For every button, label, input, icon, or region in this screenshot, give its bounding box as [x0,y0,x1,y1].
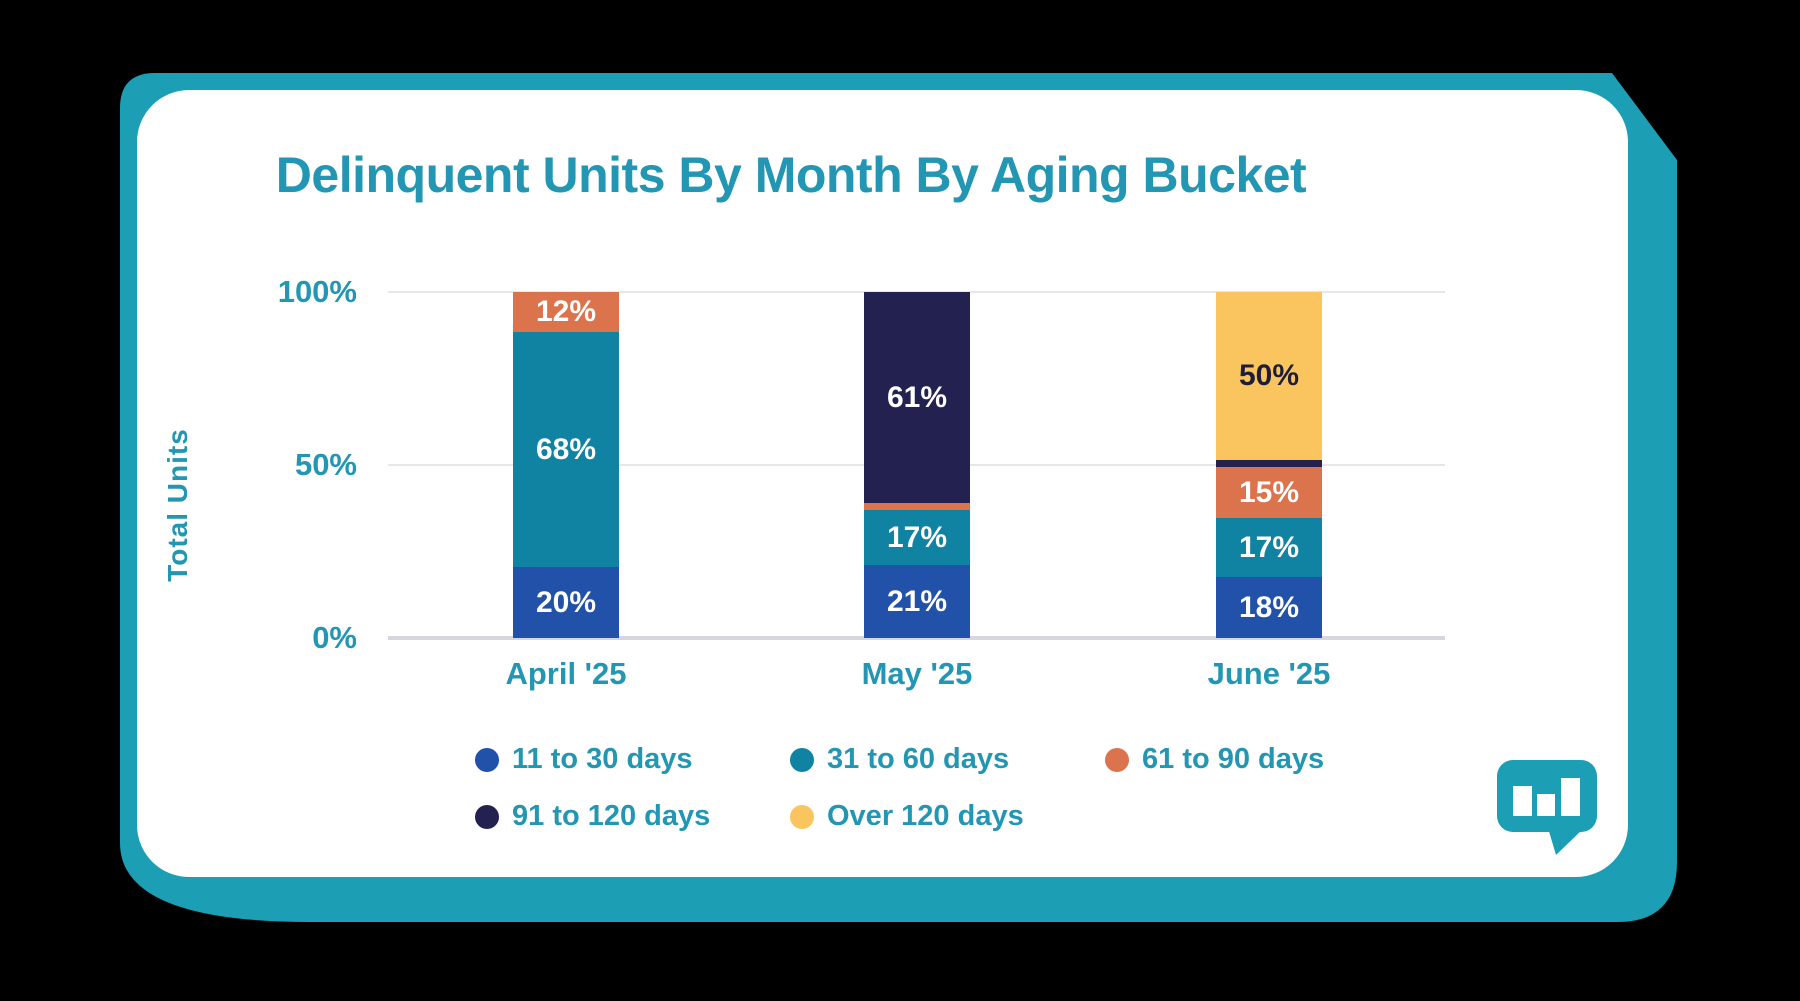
bar-segment-over-120-days: 50% [1216,292,1322,461]
legend-dot-over-120-icon [790,804,814,829]
bar-segment-value-label: 17% [1238,530,1300,564]
y-axis-title: Total Units [162,428,193,582]
bar-segment-11-to-30-days: 21% [864,565,970,638]
legend-item-61-90: 61 to 90 days [1105,743,1420,776]
bar-segment-11-to-30-days: 18% [1216,577,1322,638]
bar-may-25: 21% 17% 61% [864,292,970,638]
bar-segment-61-to-90-days: 15% [1216,467,1322,518]
chart-title: Delinquent Units By Month By Aging Bucke… [275,147,1307,203]
legend-dot-91-120-icon [475,804,499,829]
logo-bubble-tail [1548,828,1584,855]
legend-item-31-60: 31 to 60 days [790,743,1105,776]
legend-item-91-120: 91 to 120 days [475,800,790,833]
chart-legend: 11 to 30 days 31 to 60 days 61 to 90 day… [475,731,1420,845]
bar-april-25: 20% 68% 12% [513,292,619,638]
bar-segment-91-to-120-days: 61% [864,292,970,504]
bar-segment-value-label: 21% [886,584,948,618]
bar-segment-value-label: 12% [535,295,597,329]
bar-segment-value-label: 68% [535,432,597,466]
bar-segment-61-to-90-days [864,503,970,510]
legend-item-11-30: 11 to 30 days [475,743,790,776]
y-tick-50: 50% [294,447,357,482]
bar-june-25: 18% 17% 15% 50% [1216,292,1322,638]
chart-speech-bubble-logo-icon [1497,760,1597,855]
bar-segment-value-label: 61% [886,380,948,414]
bar-segment-value-label: 20% [535,585,597,619]
legend-dot-11-30-icon [475,747,499,772]
bar-segment-11-to-30-days: 20% [513,567,619,638]
x-axis-line [388,636,1445,640]
legend-label: 11 to 30 days [512,743,693,775]
y-tick-100: 100% [277,274,357,309]
legend-item-over-120: Over 120 days [790,800,1105,833]
y-tick-0: 0% [312,620,357,655]
bar-segment-31-to-60-days: 68% [513,332,619,568]
legend-label: 61 to 90 days [1142,743,1325,775]
bar-segment-value-label: 18% [1238,590,1300,624]
logo-bar-medium [1513,786,1532,816]
bar-segment-value-label: 15% [1238,475,1300,509]
legend-dot-61-90-icon [1105,747,1129,772]
bar-segment-31-to-60-days: 17% [1216,517,1322,578]
legend-label: 31 to 60 days [827,743,1010,775]
logo-bar-short [1537,794,1555,816]
gridline-100 [388,291,1445,293]
bar-segment-value-label: 50% [1238,359,1300,393]
bar-segment-91-to-120-days [1216,460,1322,468]
logo-bar-tall [1561,778,1580,816]
x-label-april: April '25 [505,656,627,691]
bar-segment-value-label: 17% [886,520,948,554]
bar-segment-31-to-60-days: 17% [864,510,970,565]
x-label-may: May '25 [861,656,973,691]
legend-dot-31-60-icon [790,747,814,772]
legend-label: 91 to 120 days [512,800,711,832]
legend-label: Over 120 days [827,800,1024,832]
bar-segment-61-to-90-days: 12% [513,292,619,333]
x-label-june: June '25 [1207,656,1331,691]
